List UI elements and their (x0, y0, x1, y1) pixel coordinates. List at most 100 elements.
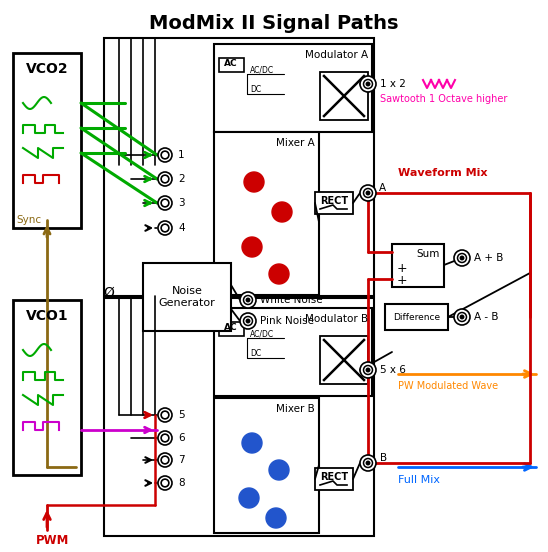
Circle shape (158, 172, 172, 186)
Text: Full Mix: Full Mix (398, 475, 440, 485)
Circle shape (161, 479, 169, 487)
Circle shape (158, 148, 172, 162)
Circle shape (158, 476, 172, 490)
Text: Pink Noise: Pink Noise (260, 316, 314, 326)
Bar (392, 244, 444, 287)
Text: RECT: RECT (320, 196, 348, 206)
Circle shape (240, 313, 256, 329)
Bar (320, 336, 368, 384)
Text: Mixer B: Mixer B (276, 404, 315, 414)
Circle shape (240, 292, 256, 308)
Bar (214, 398, 319, 533)
Text: +: + (397, 262, 408, 274)
Text: 6: 6 (178, 433, 185, 443)
Bar (143, 263, 231, 331)
Text: 5: 5 (178, 410, 185, 420)
Text: White Noise: White Noise (260, 295, 323, 305)
Circle shape (161, 199, 169, 207)
Text: PWM: PWM (36, 534, 70, 547)
Text: AC/DC: AC/DC (250, 66, 274, 75)
Bar (219, 58, 244, 72)
Bar (214, 44, 372, 132)
Text: AC/DC: AC/DC (250, 330, 274, 338)
Text: VCO2: VCO2 (26, 62, 68, 76)
Circle shape (242, 433, 262, 453)
Circle shape (360, 76, 376, 92)
Circle shape (161, 411, 169, 419)
Text: ModMix II Signal Paths: ModMix II Signal Paths (149, 14, 399, 33)
Circle shape (246, 298, 250, 302)
Circle shape (363, 459, 373, 468)
Text: AC: AC (224, 323, 238, 332)
Text: DC: DC (250, 349, 261, 358)
Bar (13, 300, 81, 475)
Circle shape (161, 224, 169, 232)
Text: Difference: Difference (393, 312, 440, 321)
Circle shape (272, 202, 292, 222)
Text: VCO1: VCO1 (26, 309, 68, 323)
Text: A: A (379, 183, 386, 193)
Circle shape (161, 434, 169, 442)
Bar (104, 298, 374, 536)
Circle shape (454, 250, 470, 266)
Text: 5 x 6: 5 x 6 (380, 365, 406, 375)
Circle shape (158, 196, 172, 210)
Text: AC: AC (224, 60, 238, 68)
Circle shape (158, 431, 172, 445)
Bar (214, 308, 372, 396)
Circle shape (360, 455, 376, 471)
Circle shape (366, 368, 370, 371)
Text: 7: 7 (178, 455, 185, 465)
Text: Sync: Sync (16, 215, 41, 225)
Text: PW Modulated Wave: PW Modulated Wave (398, 381, 498, 391)
Bar (219, 322, 244, 336)
Bar (104, 38, 374, 296)
Text: 1: 1 (178, 150, 185, 160)
Circle shape (266, 508, 286, 528)
Circle shape (363, 365, 373, 374)
Circle shape (161, 456, 169, 464)
Text: Mixer A: Mixer A (276, 138, 315, 148)
Circle shape (366, 82, 370, 86)
Text: 3: 3 (178, 198, 185, 208)
Circle shape (243, 295, 253, 305)
Circle shape (269, 264, 289, 284)
Circle shape (158, 453, 172, 467)
Circle shape (458, 253, 466, 263)
Text: +: + (397, 273, 408, 286)
Text: Ø: Ø (104, 286, 115, 300)
Circle shape (244, 172, 264, 192)
Circle shape (161, 151, 169, 159)
Text: Modulator B: Modulator B (305, 314, 368, 324)
Bar (214, 132, 319, 295)
Circle shape (363, 79, 373, 88)
Bar (385, 304, 448, 330)
Circle shape (360, 362, 376, 378)
Bar (13, 53, 81, 228)
Text: Waveform Mix: Waveform Mix (398, 168, 488, 178)
Circle shape (269, 460, 289, 480)
Text: Sum: Sum (416, 249, 440, 259)
Text: 2: 2 (178, 174, 185, 184)
Circle shape (366, 461, 370, 465)
Text: Modulator A: Modulator A (305, 50, 368, 60)
Circle shape (360, 185, 376, 201)
Text: 4: 4 (178, 223, 185, 233)
Circle shape (239, 488, 259, 508)
Circle shape (366, 191, 370, 195)
Text: A - B: A - B (474, 312, 499, 322)
Circle shape (242, 237, 262, 257)
Text: Noise
Generator: Noise Generator (158, 286, 215, 308)
Circle shape (460, 315, 464, 319)
Circle shape (458, 312, 466, 321)
Bar (315, 192, 353, 214)
Circle shape (246, 319, 250, 323)
Text: 1 x 2: 1 x 2 (380, 79, 406, 89)
Circle shape (363, 189, 373, 198)
Circle shape (158, 408, 172, 422)
Bar (320, 72, 368, 120)
Circle shape (243, 316, 253, 326)
Circle shape (161, 175, 169, 183)
Circle shape (158, 221, 172, 235)
Text: Sawtooth 1 Octave higher: Sawtooth 1 Octave higher (380, 94, 507, 104)
